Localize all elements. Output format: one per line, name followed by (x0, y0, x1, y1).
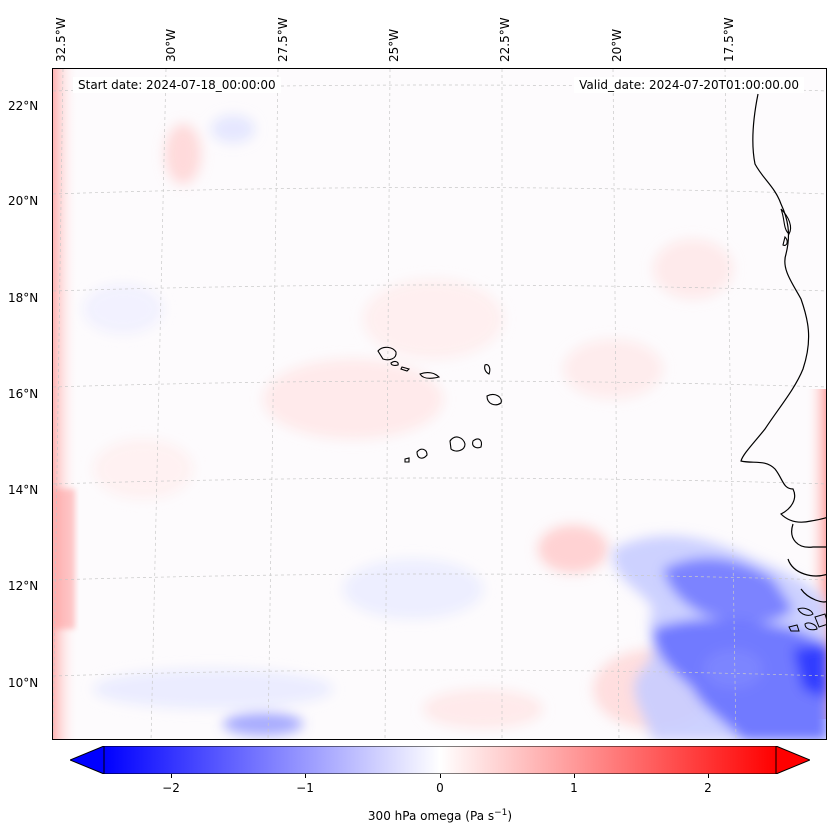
lat-label-14n: 14°N (8, 483, 39, 497)
island-maio (472, 438, 482, 449)
colorbar-extend-max (775, 745, 812, 775)
colorbar (68, 745, 812, 775)
island-sao-nicolau (419, 372, 441, 379)
colorbar-tick-2: 2 (704, 781, 712, 795)
left-boundary-strong (53, 489, 75, 629)
canary-coast-stub (780, 208, 792, 246)
lat-label-16n: 16°N (8, 387, 39, 401)
colorbar-label-text: 300 hPa omega (Pa s (367, 809, 495, 823)
island-santo-antao (377, 346, 397, 361)
map-panel: Start date: 2024-07-18_00:00:00 Valid_da… (52, 68, 827, 740)
left-boundary-band (53, 69, 79, 739)
colorbar-tick-0: 0 (436, 781, 444, 795)
weak-omega-patches (83, 115, 733, 736)
valid-date-label: Valid_date: 2024-07-20T01:00:00.00 (574, 77, 804, 93)
lon-label-20w: 20°W (610, 28, 624, 62)
island-sal (484, 364, 491, 375)
colorbar-tickmark-0 (440, 774, 441, 778)
colorbar-tickmark-neg1 (305, 774, 306, 778)
gambia-senegal-coast (787, 523, 826, 603)
colorbar-label: 300 hPa omega (Pa s−1) (0, 808, 837, 823)
lon-label-32-5w: 32.5°W (54, 17, 68, 62)
african-coastline (740, 93, 826, 523)
strong-ascent-region (612, 535, 826, 739)
colorbar-tick-neg2: −2 (162, 781, 180, 795)
omega-field-map (53, 69, 826, 739)
colorbar-ramp (103, 745, 777, 775)
colorbar-label-close: ) (507, 809, 513, 823)
colorbar-tickmark-neg2 (171, 774, 172, 778)
lon-label-30w: 30°W (164, 28, 178, 62)
guinea-bissau-islands (788, 607, 826, 632)
colorbar-tick-1: 1 (570, 781, 578, 795)
island-sao-vicente (390, 360, 399, 366)
lon-label-25w: 25°W (387, 28, 401, 62)
island-santa-luzia (400, 366, 411, 372)
lon-label-27-5w: 27.5°W (276, 17, 290, 62)
lat-label-12n: 12°N (8, 579, 39, 593)
colorbar-tickmark-2 (708, 774, 709, 778)
colorbar-label-exponent: −1 (494, 808, 508, 818)
island-fogo (416, 448, 428, 459)
colorbar-graphic (68, 745, 812, 775)
island-brava (404, 457, 410, 463)
cape-verde-islands (377, 346, 502, 463)
lat-label-18n: 18°N (8, 291, 39, 305)
colorbar-tickmark-1 (574, 774, 575, 778)
lon-label-17-5w: 17.5°W (722, 17, 736, 62)
island-boa-vista (486, 394, 502, 406)
lat-label-20n: 20°N (8, 194, 39, 208)
lat-label-22n: 22°N (8, 99, 39, 113)
island-santiago (449, 436, 466, 452)
colorbar-tick-neg1: −1 (296, 781, 314, 795)
start-date-label: Start date: 2024-07-18_00:00:00 (73, 77, 281, 93)
lon-label-22-5w: 22.5°W (498, 17, 512, 62)
colorbar-extend-min (68, 745, 105, 775)
lat-label-10n: 10°N (8, 676, 39, 690)
